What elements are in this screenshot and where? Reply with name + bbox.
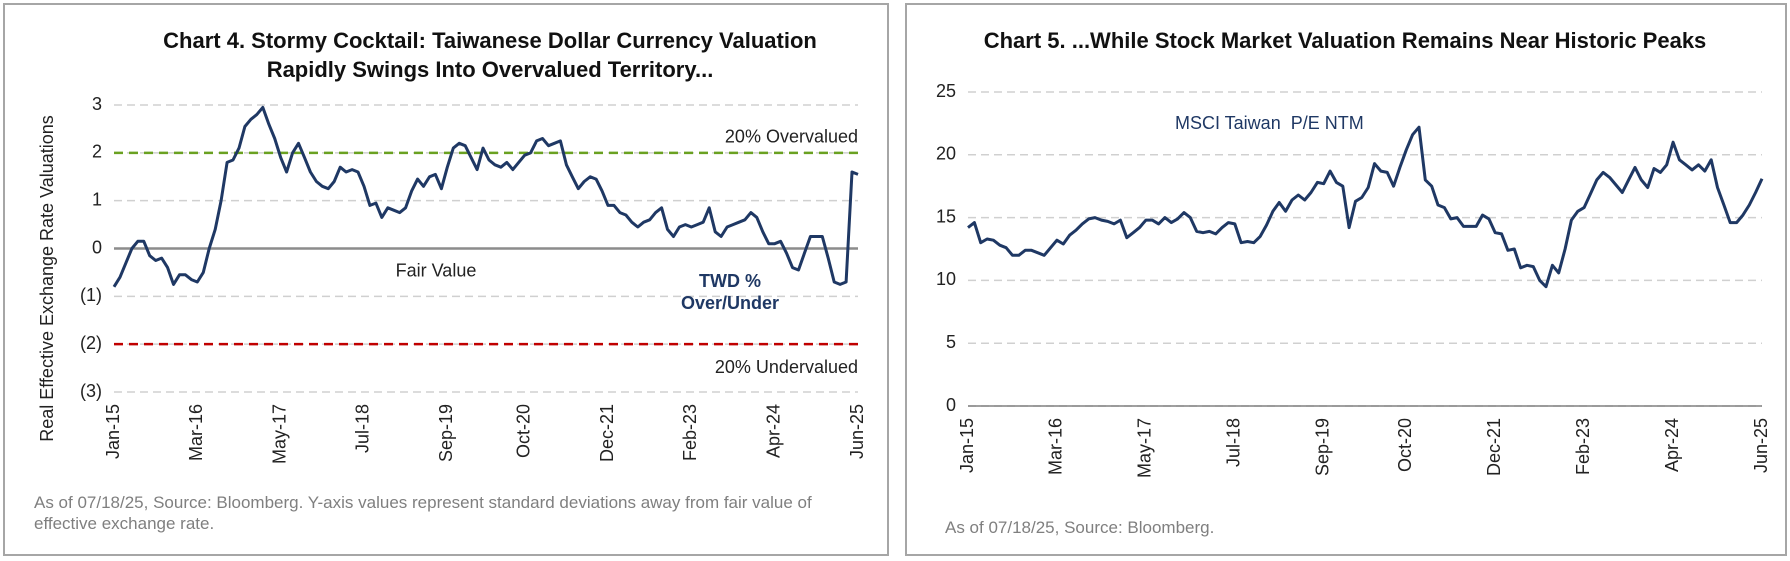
x-tick-label: Sep-19	[436, 404, 456, 462]
y-tick-label: 1	[92, 189, 102, 209]
y-tick-label: 15	[936, 206, 956, 226]
x-tick-label: Jun-25	[1751, 418, 1771, 473]
panel-border	[905, 3, 1787, 556]
x-tick-label: Jan-15	[103, 404, 123, 459]
y-tick-label: 10	[936, 269, 956, 289]
y-tick-label: 0	[946, 395, 956, 415]
chart-title: Chart 5. ...While Stock Market Valuation…	[983, 28, 1707, 53]
x-tick-label: May-17	[1135, 418, 1155, 478]
x-tick-label: May-17	[269, 404, 289, 464]
x-tick-label: Jan-15	[957, 418, 977, 473]
x-tick-label: Oct-20	[513, 404, 533, 458]
y-tick-label: (3)	[80, 381, 102, 401]
chart-title: Chart 4. Stormy Cocktail: Taiwanese Doll…	[163, 28, 817, 82]
x-tick-label: Dec-21	[1484, 418, 1504, 476]
x-tick-label: Jun-25	[847, 404, 867, 459]
y-tick-label: (1)	[80, 285, 102, 305]
x-tick-label: Mar-16	[1046, 418, 1066, 475]
y-axis-label: Real Effective Exchange Rate Valuations	[37, 115, 57, 442]
x-tick-label: Apr-24	[763, 404, 783, 458]
line-series	[112, 105, 859, 288]
y-tick-label: 20	[936, 144, 956, 164]
y-tick-label: 2	[92, 142, 102, 162]
reference-label: 20% Undervalued	[715, 357, 858, 377]
footnote: As of 07/18/25, Source: Bloomberg.	[945, 518, 1215, 537]
reference-label: Fair Value	[396, 260, 477, 280]
y-tick-label: 5	[946, 332, 956, 352]
x-tick-label: Mar-16	[186, 404, 206, 461]
footnote: As of 07/18/25, Source: Bloomberg. Y-axi…	[34, 493, 812, 533]
x-tick-label: Feb-23	[680, 404, 700, 461]
annotation: MSCI Taiwan P/E NTM	[1175, 113, 1364, 133]
x-tick-label: Sep-19	[1312, 418, 1332, 476]
y-tick-label: (2)	[80, 333, 102, 353]
x-tick-label: Feb-23	[1573, 418, 1593, 475]
x-tick-label: Dec-21	[597, 404, 617, 462]
x-tick-label: Apr-24	[1662, 418, 1682, 472]
x-tick-label: Jul-18	[1224, 418, 1244, 467]
annotation: TWD % Over/Under	[680, 271, 780, 313]
y-tick-label: 0	[92, 237, 102, 257]
y-tick-label: 25	[936, 81, 956, 101]
x-tick-label: Jul-18	[353, 404, 373, 453]
x-tick-label: Oct-20	[1395, 418, 1415, 472]
reference-label: 20% Overvalued	[725, 127, 858, 147]
line-series	[967, 125, 1764, 289]
y-tick-label: 3	[92, 94, 102, 114]
panel-border	[3, 3, 889, 556]
